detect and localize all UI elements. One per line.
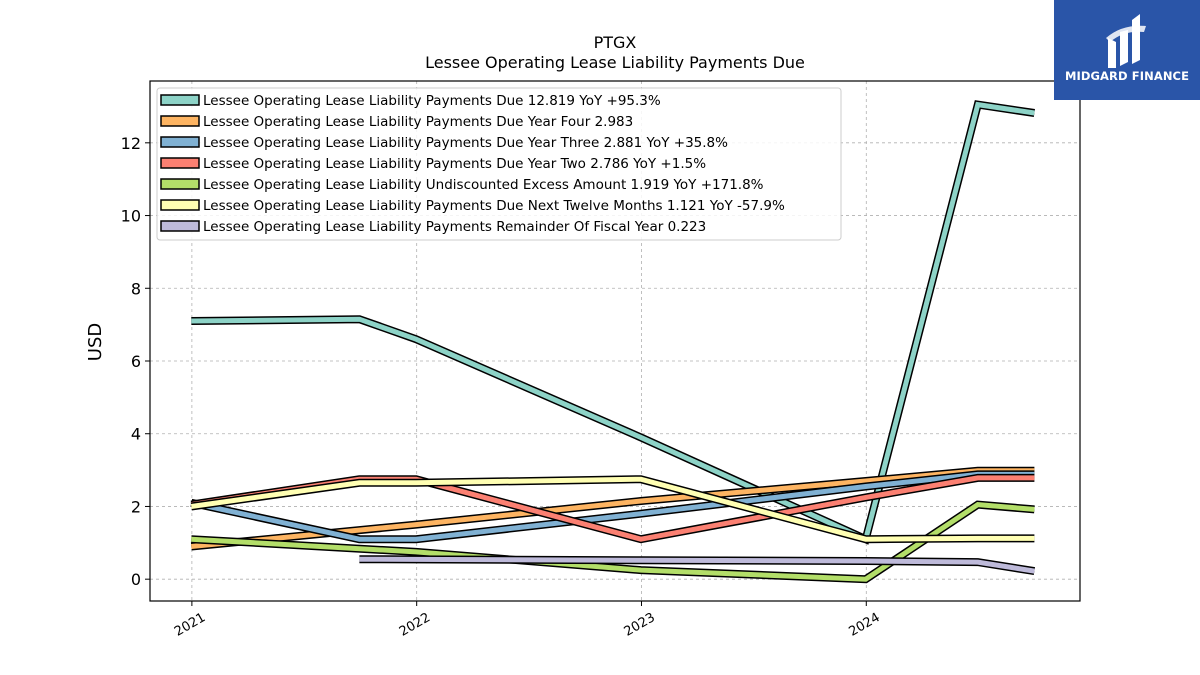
legend-swatch <box>160 136 200 148</box>
plot-frame <box>149 80 1081 602</box>
legend-entry: Lessee Operating Lease Liability Payment… <box>203 219 706 235</box>
series-line-core <box>359 556 1035 574</box>
y-axis-label: USD <box>85 323 106 361</box>
legend-box <box>156 87 842 241</box>
y-tick-label: 6 <box>131 352 141 371</box>
y-tick-label: 8 <box>131 279 141 298</box>
y-tick-label: 0 <box>131 570 141 589</box>
legend-swatch <box>160 220 200 232</box>
legend-swatch <box>160 94 200 106</box>
series-lines <box>190 100 1036 584</box>
x-tick-label: 2021 <box>172 610 208 640</box>
y-tick-label: 12 <box>121 134 141 153</box>
chart-title: PTGX <box>594 33 637 52</box>
legend-entry: Lessee Operating Lease Liability Undisco… <box>203 177 764 193</box>
series-line-core <box>191 502 1035 582</box>
x-tick-label: 2024 <box>846 610 882 640</box>
logo-text: MIDGARD FINANCE <box>1064 69 1190 83</box>
legend-swatch <box>160 157 200 169</box>
y-tick-label: 2 <box>131 497 141 516</box>
legend-swatch <box>160 115 200 127</box>
chart-subtitle: Lessee Operating Lease Liability Payment… <box>425 53 805 72</box>
y-tick-label: 4 <box>131 425 141 444</box>
legend-entry: Lessee Operating Lease Liability Payment… <box>203 114 633 130</box>
legend-entry: Lessee Operating Lease Liability Payment… <box>203 93 661 109</box>
legend-swatch <box>160 178 200 190</box>
midgard-logo: MIDGARD FINANCE <box>1054 0 1200 100</box>
x-tick-label: 2023 <box>622 610 658 640</box>
midgard-logo-icon <box>1106 14 1146 68</box>
legend-entry: Lessee Operating Lease Liability Payment… <box>203 135 728 151</box>
legend-entry: Lessee Operating Lease Liability Payment… <box>203 156 706 172</box>
series-line-1 <box>191 100 1035 545</box>
series-line-core <box>191 101 1035 543</box>
y-tick-label: 10 <box>121 207 141 226</box>
series-line-core <box>190 476 1035 542</box>
legend: Lessee Operating Lease Liability Payment… <box>156 87 842 241</box>
legend-swatch <box>160 199 200 211</box>
series-line-5 <box>191 500 1035 584</box>
x-tick-label: 2022 <box>397 610 433 640</box>
legend-entry: Lessee Operating Lease Liability Payment… <box>203 198 785 214</box>
series-line-6 <box>190 475 1035 544</box>
series-line-7 <box>359 555 1036 576</box>
